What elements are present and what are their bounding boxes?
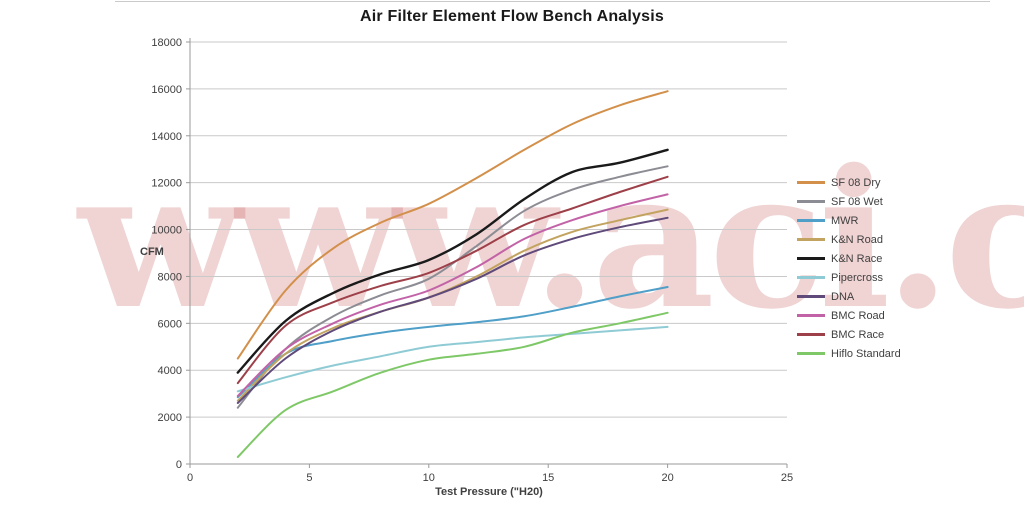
legend-label: BMC Race	[831, 328, 885, 341]
series-line-bmc-race	[236, 175, 669, 385]
x-tick-label-5: 5	[306, 472, 312, 484]
y-tick-label-10000: 10000	[151, 225, 182, 237]
legend-label: K&N Race	[831, 252, 883, 265]
x-tick-label-20: 20	[661, 472, 673, 484]
series-line-bmc-road	[236, 193, 669, 397]
legend-item-bmc-road: BMC Road	[797, 306, 901, 325]
x-tick-label-25: 25	[781, 472, 793, 484]
legend-swatch-line	[797, 200, 825, 203]
tick-labels: 0 2000 4000 6000 8000 10000 12000 14000 16000 180…	[151, 37, 793, 484]
y-tick-label-14000: 14000	[151, 131, 182, 143]
legend-label: Hiflo Standard	[831, 347, 901, 360]
series-line-k-n-race	[236, 148, 669, 374]
x-axis-title: Test Pressure ("H20)	[435, 486, 543, 498]
y-tick-label-0: 0	[176, 459, 182, 471]
series-line-sf-08-wet	[236, 165, 669, 409]
gridlines	[190, 41, 787, 418]
series-line-dna	[236, 216, 669, 404]
legend-swatch-line	[797, 352, 825, 355]
legend-swatch-line	[797, 181, 825, 184]
legend-item-sf-08-dry: SF 08 Dry	[797, 173, 901, 192]
y-tick-label-6000: 6000	[158, 318, 182, 330]
legend-label: BMC Road	[831, 309, 885, 322]
y-tick-label-18000: 18000	[151, 37, 182, 49]
legend-label: DNA	[831, 290, 855, 303]
legend-swatch-line	[797, 219, 825, 222]
series-line-sf-08-dry	[236, 90, 669, 360]
axes	[186, 38, 788, 468]
legend-item-k-n-race: K&N Race	[797, 249, 901, 268]
legend-label: K&N Road	[831, 233, 883, 246]
legend-swatch-line	[797, 238, 825, 241]
y-tick-label-16000: 16000	[151, 84, 182, 96]
chart-title: Air Filter Element Flow Bench Analysis	[360, 8, 664, 25]
legend-label: MWR	[831, 214, 859, 227]
y-tick-label-12000: 12000	[151, 178, 182, 190]
legend-label: Pipercross	[831, 271, 883, 284]
legend: SF 08 Dry SF 08 Wet MWR K&N Road K&N Race Pip…	[797, 173, 901, 363]
legend-item-k-n-road: K&N Road	[797, 230, 901, 249]
x-tick-label-0: 0	[187, 472, 193, 484]
legend-label: SF 08 Dry	[831, 176, 881, 189]
legend-swatch-line	[797, 257, 825, 260]
legend-swatch-line	[797, 333, 825, 336]
legend-item-sf-08-wet: SF 08 Wet	[797, 192, 901, 211]
legend-item-dna: DNA	[797, 287, 901, 306]
top-border-line	[115, 1, 990, 2]
legend-item-pipercross: Pipercross	[797, 268, 901, 287]
series-line-pipercross	[236, 325, 669, 393]
legend-swatch-line	[797, 276, 825, 279]
legend-swatch-line	[797, 295, 825, 298]
x-tick-label-15: 15	[542, 472, 554, 484]
legend-swatch-line	[797, 314, 825, 317]
series-lines	[236, 90, 669, 458]
y-axis-title: CFM	[140, 246, 164, 258]
x-tick-label-10: 10	[423, 472, 435, 484]
legend-item-bmc-race: BMC Race	[797, 325, 901, 344]
series-line-hiflo-standard	[236, 311, 669, 458]
y-tick-label-8000: 8000	[158, 271, 182, 283]
y-tick-label-4000: 4000	[158, 365, 182, 377]
legend-label: SF 08 Wet	[831, 195, 883, 208]
y-tick-label-2000: 2000	[158, 412, 182, 424]
legend-item-mwr: MWR	[797, 211, 901, 230]
legend-item-hiflo-standard: Hiflo Standard	[797, 344, 901, 363]
